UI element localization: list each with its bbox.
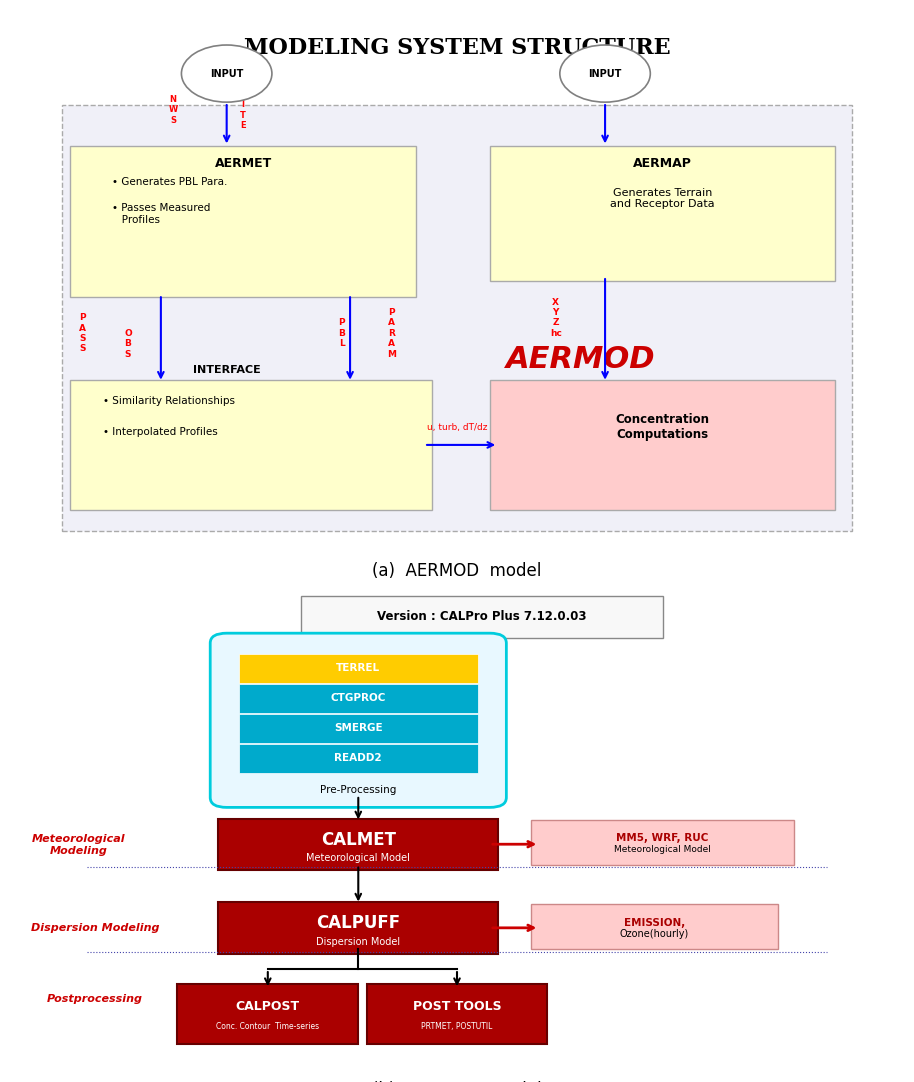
Text: Dispersion Model: Dispersion Model xyxy=(316,937,400,947)
Text: READD2: READD2 xyxy=(335,753,382,763)
Text: Meteorological Model: Meteorological Model xyxy=(614,845,711,854)
Text: P
B
L: P B L xyxy=(338,318,345,348)
FancyBboxPatch shape xyxy=(239,743,477,773)
Text: PRTMET, POSTUTIL: PRTMET, POSTUTIL xyxy=(421,1021,493,1031)
Text: CALMET: CALMET xyxy=(321,831,396,848)
Text: CALPUFF: CALPUFF xyxy=(316,914,400,933)
FancyBboxPatch shape xyxy=(490,380,835,510)
Text: Version : CALPro Plus 7.12.0.03: Version : CALPro Plus 7.12.0.03 xyxy=(377,610,587,623)
Text: MODELING SYSTEM STRUCTURE: MODELING SYSTEM STRUCTURE xyxy=(244,37,670,60)
Text: CTGPROC: CTGPROC xyxy=(331,692,386,703)
Text: EMISSION,: EMISSION, xyxy=(623,918,686,928)
Text: • Passes Measured
   Profiles: • Passes Measured Profiles xyxy=(112,203,210,225)
Text: AERMET: AERMET xyxy=(215,157,271,170)
FancyBboxPatch shape xyxy=(301,596,663,638)
Circle shape xyxy=(559,45,651,102)
Text: Meteorological
Modeling: Meteorological Modeling xyxy=(32,834,125,856)
Text: INPUT: INPUT xyxy=(210,68,243,79)
Text: Pre-Processing: Pre-Processing xyxy=(320,784,397,795)
Circle shape xyxy=(182,45,272,102)
Text: • Generates PBL Para.: • Generates PBL Para. xyxy=(112,177,227,187)
Text: Generates Terrain
and Receptor Data: Generates Terrain and Receptor Data xyxy=(611,188,715,210)
FancyBboxPatch shape xyxy=(218,902,498,954)
Text: AERMAP: AERMAP xyxy=(633,157,692,170)
FancyBboxPatch shape xyxy=(239,714,477,742)
Text: Concentration
Computations: Concentration Computations xyxy=(616,412,709,440)
Text: CALPOST: CALPOST xyxy=(236,1000,300,1013)
Text: • Similarity Relationships: • Similarity Relationships xyxy=(103,396,235,406)
FancyBboxPatch shape xyxy=(239,684,477,713)
FancyBboxPatch shape xyxy=(490,146,835,281)
FancyBboxPatch shape xyxy=(210,633,506,807)
FancyBboxPatch shape xyxy=(531,820,794,865)
Text: Dispersion Modeling: Dispersion Modeling xyxy=(31,923,159,933)
Text: TERREL: TERREL xyxy=(336,663,380,673)
Text: Ozone(hourly): Ozone(hourly) xyxy=(620,929,689,939)
FancyBboxPatch shape xyxy=(62,105,852,530)
Text: INPUT: INPUT xyxy=(589,68,622,79)
FancyBboxPatch shape xyxy=(218,819,498,870)
FancyBboxPatch shape xyxy=(70,146,416,296)
Text: X
Y
Z
hc: X Y Z hc xyxy=(550,298,561,338)
Text: N
W
S: N W S xyxy=(168,95,178,124)
Text: SMERGE: SMERGE xyxy=(334,723,383,733)
FancyBboxPatch shape xyxy=(70,380,432,510)
Text: POST TOOLS: POST TOOLS xyxy=(413,1000,501,1013)
Text: • Interpolated Profiles: • Interpolated Profiles xyxy=(103,426,218,437)
Text: P
A
S
S: P A S S xyxy=(80,313,86,354)
Text: Conc. Contour  Time-series: Conc. Contour Time-series xyxy=(217,1021,319,1031)
Text: O
B
S: O B S xyxy=(124,329,132,358)
FancyBboxPatch shape xyxy=(367,985,547,1044)
Text: INTERFACE: INTERFACE xyxy=(193,365,260,374)
FancyBboxPatch shape xyxy=(239,655,477,683)
Text: Meteorological Model: Meteorological Model xyxy=(306,853,410,863)
Text: (a)  AERMOD  model: (a) AERMOD model xyxy=(372,562,542,580)
Text: Postprocessing: Postprocessing xyxy=(47,994,143,1004)
Text: P
A
R
A
M: P A R A M xyxy=(387,308,396,358)
Text: MM5, WRF, RUC: MM5, WRF, RUC xyxy=(616,833,709,843)
FancyBboxPatch shape xyxy=(177,985,358,1044)
Text: AERMOD: AERMOD xyxy=(506,345,656,373)
FancyBboxPatch shape xyxy=(531,905,778,949)
Text: OS
N
I
T
E: OS N I T E xyxy=(237,79,250,130)
Text: u, turb, dT/dz: u, turb, dT/dz xyxy=(427,423,487,432)
